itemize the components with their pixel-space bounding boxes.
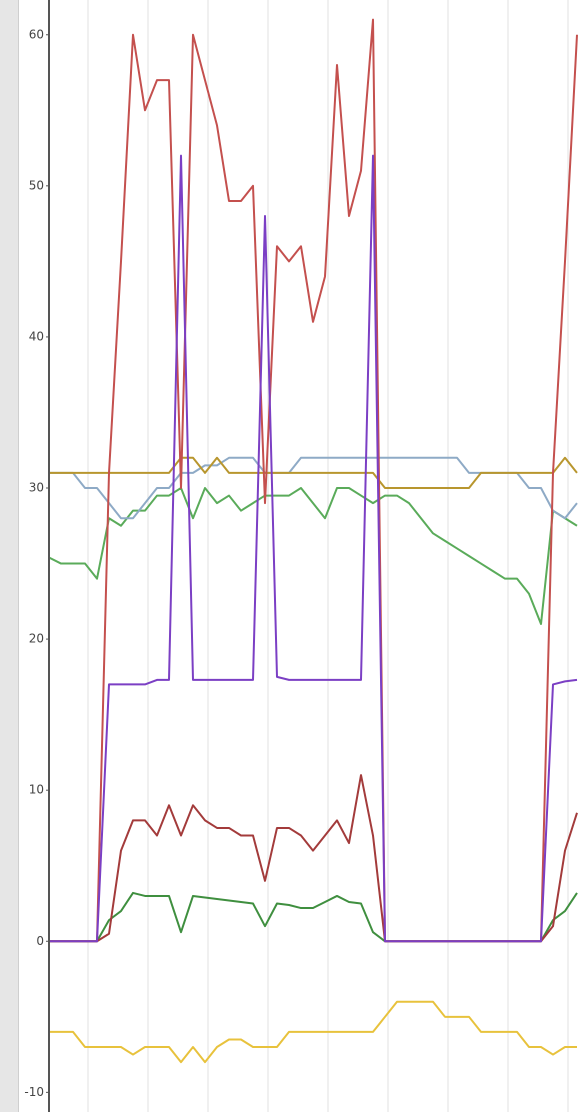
series-line xyxy=(49,891,578,943)
y-tick-label: 20 xyxy=(29,632,44,646)
y-tick-label: 60 xyxy=(29,27,44,41)
series-line xyxy=(49,154,578,943)
series-line xyxy=(49,774,578,943)
series-line xyxy=(48,487,578,625)
side-strip xyxy=(0,0,18,1112)
ticks: -10 0 10 20 30 40 50 60 xyxy=(24,27,49,1099)
series-line xyxy=(49,18,578,943)
grid xyxy=(87,0,569,1112)
series-line xyxy=(49,1000,577,1064)
series-line xyxy=(49,456,578,490)
y-tick-label: 50 xyxy=(29,178,44,192)
y-tick-label: 30 xyxy=(29,481,44,495)
y-tick-label: 10 xyxy=(29,783,44,797)
y-tick-label: 0 xyxy=(36,934,44,948)
y-tick-label: 40 xyxy=(29,329,44,343)
lines xyxy=(48,18,578,1064)
y-tick-label: -10 xyxy=(24,1085,44,1099)
series-line xyxy=(49,456,578,520)
